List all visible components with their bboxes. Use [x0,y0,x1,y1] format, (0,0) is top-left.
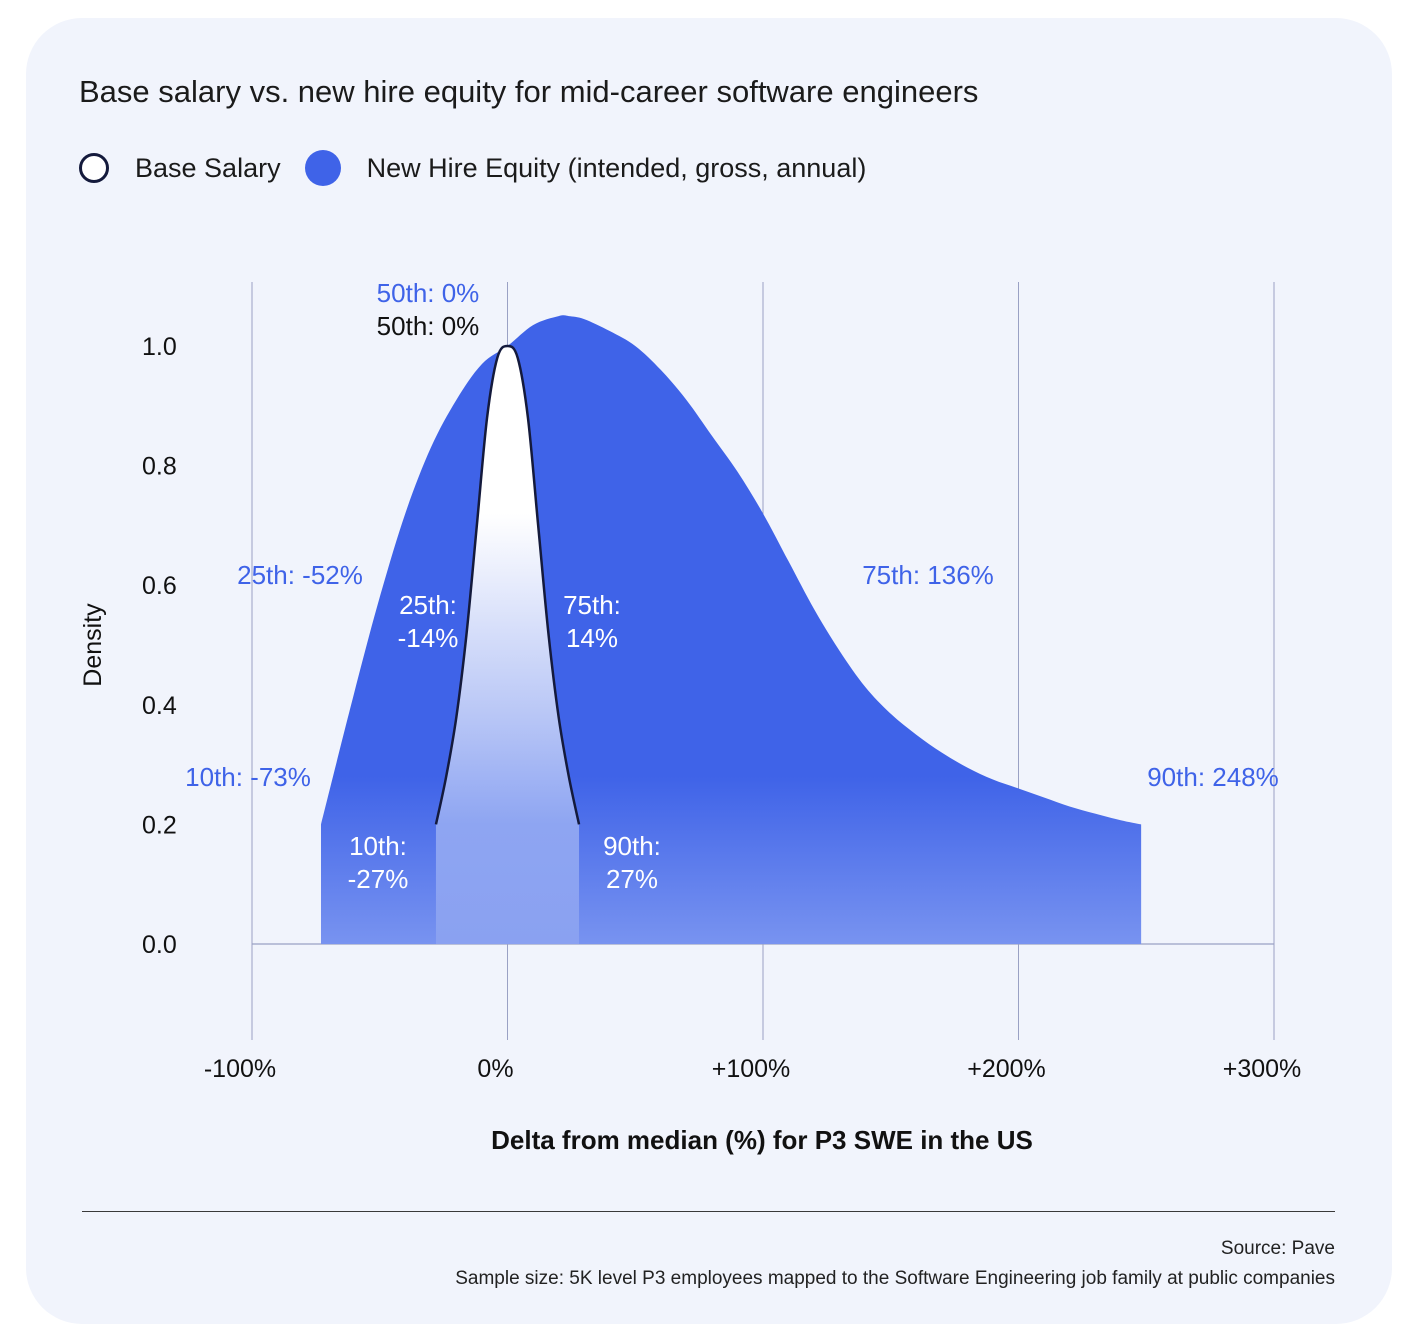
legend-label-new-hire-equity: New Hire Equity (intended, gross, annual… [366,152,867,183]
y-tick-label-4: 0.8 [142,453,177,481]
source-note: Source: Pave [1220,1238,1335,1259]
legend: Base Salary New Hire Equity (intended, g… [79,145,890,191]
y-axis-label: Density [79,603,107,687]
x-tick-label-1: 0% [477,1055,513,1083]
legend-swatch-base-salary [79,153,109,183]
y-tick-label-5: 1.0 [142,333,177,361]
y-tick-label-0: 0.0 [142,931,177,959]
base-salary-area [435,346,580,944]
percentile-label-5-0: 90th: 248% [1147,762,1279,792]
chart-title: Base salary vs. new hire equity for mid-… [79,74,979,109]
percentile-label-2-0: 25th: -52% [237,560,363,590]
percentile-label-6-0: 25th: [399,590,457,620]
percentile-label-7-1: 14% [566,623,618,653]
percentile-label-9-0: 90th: [603,831,661,861]
x-tick-label-4: +300% [1223,1055,1302,1083]
x-tick-label-3: +200% [967,1055,1046,1083]
percentile-label-8-1: -27% [348,864,409,894]
percentile-label-8-0: 10th: [349,831,407,861]
x-axis-label: Delta from median (%) for P3 SWE in the … [491,1125,1033,1155]
legend-item-base-salary: Base Salary [79,153,281,184]
y-tick-label-2: 0.4 [142,692,177,720]
legend-swatch-new-hire-equity [304,150,341,186]
footer-divider [82,1211,1335,1212]
percentile-label-7-0: 75th: [563,590,621,620]
sample-size-note: Sample size: 5K level P3 employees mappe… [455,1268,1335,1289]
percentile-label-4-0: 10th: -73% [185,762,311,792]
x-tick-label-0: -100% [204,1055,276,1083]
legend-label-base-salary: Base Salary [135,152,281,183]
x-tick-label-2: +100% [712,1055,791,1083]
percentile-label-9-1: 27% [606,864,658,894]
y-tick-label-1: 0.2 [142,811,177,839]
percentile-label-0-0: 50th: 0% [377,278,480,308]
percentile-label-3-0: 75th: 136% [862,560,994,590]
percentile-label-1-0: 50th: 0% [377,311,480,341]
legend-item-new-hire-equity: New Hire Equity (intended, gross, annual… [304,150,867,186]
base-salary-curve [434,344,581,825]
y-tick-label-3: 0.6 [142,572,177,600]
percentile-label-6-1: -14% [398,623,459,653]
